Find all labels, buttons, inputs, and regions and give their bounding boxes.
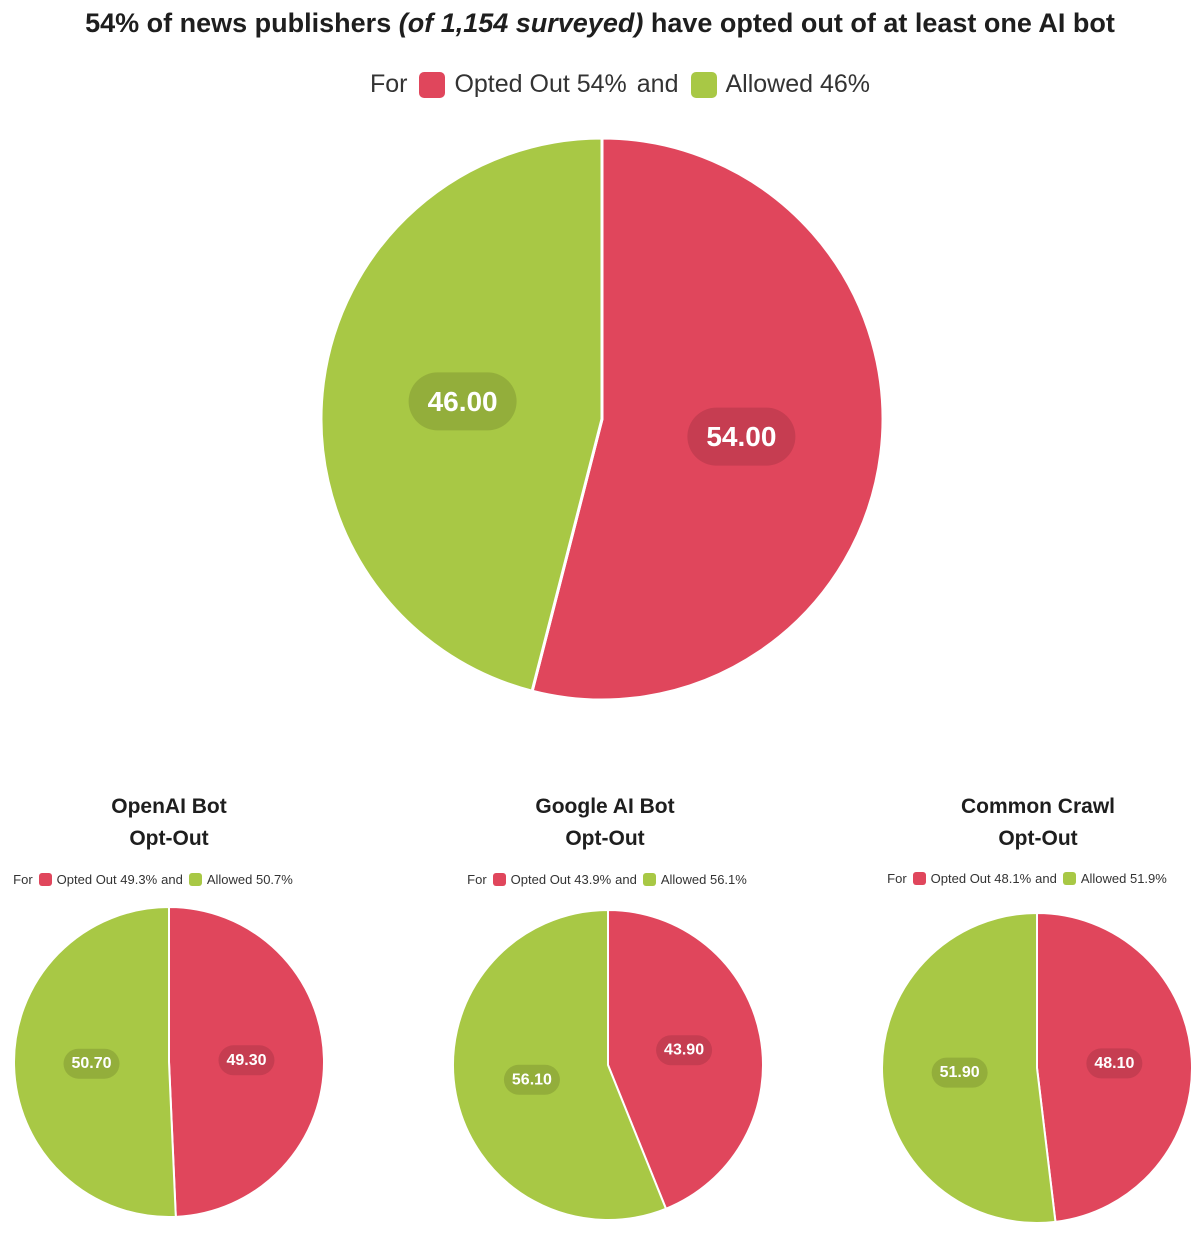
commoncrawl-title-line-2: Opt-Out [998,827,1078,850]
main-legend: For Opted Out 54% and Allowed 46% [0,70,1200,99]
main-pie-chart: 54.00 46.00 [319,136,885,702]
google-title-line-2: Opt-Out [565,827,645,850]
slice-label-opted-out: 43.90 [656,1035,713,1066]
google-pie-chart: 43.90 56.10 [452,908,764,1221]
legend-for-text: For [369,70,408,98]
legend-label-allowed: Allowed 46% [725,70,871,98]
legend-swatch-allowed [690,71,717,98]
legend-label-opted-out: Opted Out 43.9% [510,872,612,887]
legend-and-text: and [1035,871,1057,886]
google-legend: For Opted Out 43.9% and Allowed 56.1% [457,872,757,887]
title-suffix: have opted out of at least one AI bot [643,8,1115,38]
slice-value-text: 56.10 [512,1071,552,1088]
slice-label-background [656,1035,713,1066]
openai-legend: For Opted Out 49.3% and Allowed 50.7% [3,872,303,887]
google-title-line-1: Google AI Bot [535,795,675,818]
slice-label-allowed: 56.10 [503,1064,560,1095]
openai-title-line-2: Opt-Out [129,827,209,850]
legend-label-opted-out: Opted Out 54% [454,70,627,98]
legend-and-text: and [615,872,637,887]
google-chart-title: Google AI Bot Opt-Out [485,791,725,855]
openai-pie-chart: 49.30 50.70 [13,905,325,1218]
legend-for-text: For [467,872,487,887]
slice-label-background [931,1057,988,1088]
legend-label-opted-out: Opted Out 48.1% [930,871,1032,886]
slice-label-background [503,1064,560,1095]
legend-and-text: and [636,70,679,98]
openai-title-line-1: OpenAI Bot [111,795,227,818]
legend-swatch-allowed [1062,872,1076,885]
commoncrawl-chart-title: Common Crawl Opt-Out [918,791,1158,855]
legend-label-allowed: Allowed 50.7% [206,872,293,887]
openai-chart-title: OpenAI Bot Opt-Out [49,791,289,855]
legend-label-allowed: Allowed 51.9% [1080,871,1167,886]
slice-label-background [63,1048,120,1079]
legend-label-allowed: Allowed 56.1% [660,872,747,887]
slice-value-text: 49.30 [226,1052,266,1069]
legend-for-text: For [13,872,33,887]
slice-label-allowed: 50.70 [63,1048,120,1079]
legend-swatch-allowed [188,873,202,886]
legend-swatch-opted-out [912,872,926,885]
slice-value-text: 50.70 [71,1055,111,1072]
slice-label-opted-out: 49.30 [218,1045,275,1076]
slice-value-text: 46.00 [428,386,498,417]
slice-label-background [218,1045,275,1076]
commoncrawl-pie-chart: 48.10 51.90 [881,911,1193,1224]
slice-label-opted-out: 48.10 [1086,1048,1143,1079]
legend-swatch-opted-out [419,71,446,98]
slice-label-background [408,372,517,431]
title-prefix: 54% of news publishers [85,8,399,38]
slice-label-allowed: 51.90 [931,1057,988,1088]
slice-value-text: 51.90 [940,1064,980,1081]
slice-label-background [687,407,796,466]
slice-label-opted-out: 54.00 [687,407,796,466]
slice-label-background [1086,1048,1143,1079]
legend-and-text: and [161,872,183,887]
slice-value-text: 54.00 [706,421,776,452]
commoncrawl-legend: For Opted Out 48.1% and Allowed 51.9% [877,871,1177,886]
legend-swatch-allowed [642,873,656,886]
legend-label-opted-out: Opted Out 49.3% [56,872,158,887]
slice-label-allowed: 46.00 [408,372,517,431]
legend-swatch-opted-out [38,873,52,886]
legend-swatch-opted-out [492,873,506,886]
legend-for-text: For [887,871,907,886]
slice-value-text: 48.10 [1094,1055,1134,1072]
chart-title: 54% of news publishers (of 1,154 surveye… [0,8,1200,39]
title-emphasis: (of 1,154 surveyed) [398,8,644,38]
slice-value-text: 43.90 [664,1042,704,1059]
pie-slice-allowed [452,908,668,1221]
commoncrawl-title-line-1: Common Crawl [960,795,1115,818]
